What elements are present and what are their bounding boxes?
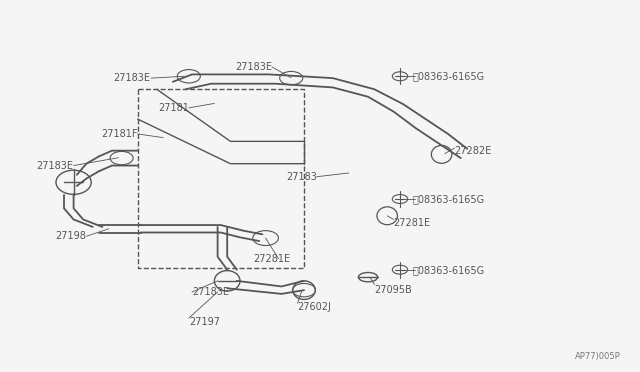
Text: Ⓢ08363-6165G: Ⓢ08363-6165G xyxy=(413,71,485,81)
Text: 27197: 27197 xyxy=(189,317,220,327)
Text: 27183E: 27183E xyxy=(113,73,150,83)
Text: 27602J: 27602J xyxy=(298,302,332,312)
Text: 27183E: 27183E xyxy=(192,287,229,297)
Text: 27181: 27181 xyxy=(158,103,189,113)
Text: 27183: 27183 xyxy=(286,172,317,182)
Text: 27281E: 27281E xyxy=(253,254,290,263)
Text: 27183E: 27183E xyxy=(235,62,272,72)
Text: 27282E: 27282E xyxy=(454,146,492,155)
Text: 27181F: 27181F xyxy=(101,129,138,139)
Text: 27198: 27198 xyxy=(56,231,86,241)
Text: 27095B: 27095B xyxy=(374,285,412,295)
Text: 27183E: 27183E xyxy=(36,161,74,170)
Text: Ⓢ08363-6165G: Ⓢ08363-6165G xyxy=(413,265,485,275)
Text: 27281E: 27281E xyxy=(394,218,431,228)
Text: Ⓢ08363-6165G: Ⓢ08363-6165G xyxy=(413,194,485,204)
Text: AP77)005P: AP77)005P xyxy=(575,352,621,361)
